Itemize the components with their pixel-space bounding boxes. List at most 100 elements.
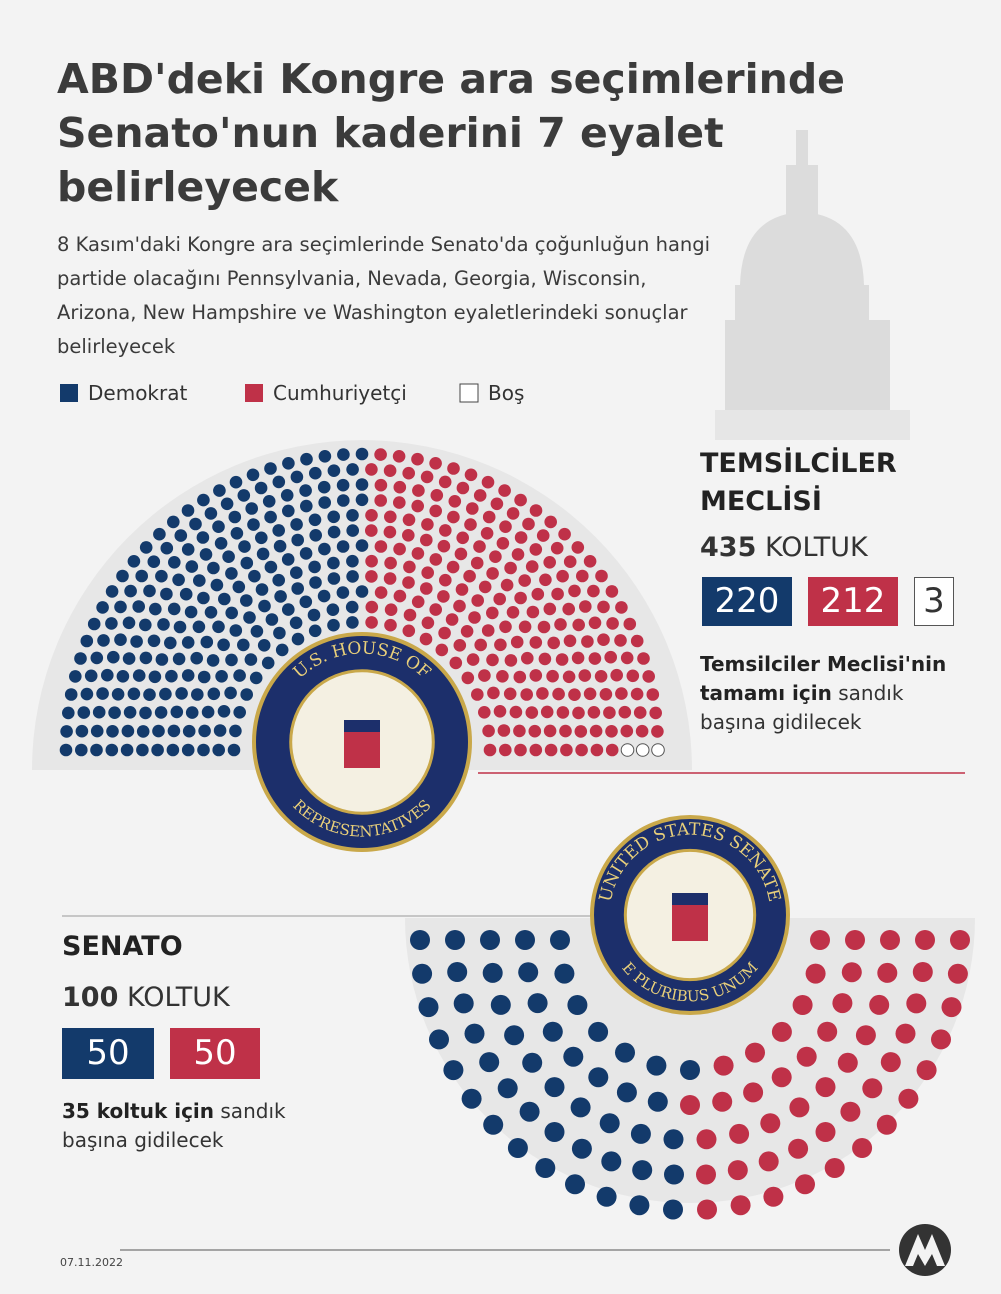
seat [587,706,601,719]
seat [497,724,511,737]
seat [207,561,220,575]
seat [264,560,278,574]
seat [514,743,527,757]
seat [309,576,322,589]
seat [122,652,136,665]
seat [291,632,305,646]
seat [121,724,135,738]
seat [225,567,238,580]
seat [160,541,174,555]
seat [521,651,534,665]
seat [597,633,610,646]
seat [346,570,359,583]
seat [192,620,206,634]
seat [623,617,637,631]
seat [308,624,322,638]
date: 07.11.2022 [60,1256,123,1269]
seat [552,687,565,701]
seat [336,478,350,492]
seat [191,688,204,701]
seat [139,541,153,554]
seat [528,724,542,738]
value-box: 212 [808,577,898,626]
seat [610,668,623,682]
seat [514,591,527,605]
seat [291,582,305,595]
seat [490,994,511,1015]
seat [327,556,340,570]
seat [197,591,210,605]
seat [62,706,75,720]
seat [90,724,104,738]
seat [840,1101,861,1122]
seat [243,611,256,624]
seat [574,725,588,738]
seat [837,1052,858,1073]
seat [365,509,378,522]
seat [535,1158,556,1178]
seat [97,634,110,647]
seat [489,550,502,563]
seat [165,669,178,683]
seat [630,687,644,701]
seat [520,688,533,701]
seat [588,616,602,630]
seat [443,1060,464,1081]
seat [114,600,127,614]
seat [229,724,242,738]
seat [539,573,552,587]
seat [876,1114,897,1135]
seat [181,543,195,556]
seat [712,1091,733,1112]
seat [559,724,572,738]
seat [257,639,271,652]
seat [250,625,264,638]
seat [300,499,313,513]
seat [337,494,350,507]
seat [504,654,518,667]
seat [815,1077,836,1098]
senate-total: 100 KOLTUK [62,982,230,1013]
seat [522,1052,543,1073]
seat [273,539,287,553]
seat [730,1195,751,1216]
seat [529,669,543,682]
seat [526,605,540,619]
seat [596,1186,617,1207]
seat [318,542,331,556]
seat [355,478,369,491]
seat [155,569,168,583]
seat [168,556,181,569]
seat [429,504,443,518]
seat [435,643,449,657]
seat [265,613,279,626]
seat [697,1199,717,1220]
senate-note: 35 koltuk için sandık başına gidilecek [62,1097,322,1155]
seat [393,542,406,556]
seat [60,725,73,738]
seat [114,633,127,646]
seat [272,475,286,489]
seat [480,527,494,540]
seat [244,653,258,666]
seat [496,537,510,550]
seat [493,592,507,606]
seat [105,617,118,630]
seat [601,1151,622,1172]
seat [496,670,509,683]
seat [346,616,359,629]
seat [547,636,560,650]
seat [646,688,660,701]
seat [437,590,450,603]
seat [262,495,276,508]
seat [499,743,512,757]
seat [483,1114,504,1135]
seat [575,743,588,757]
seat [572,706,585,720]
seat [486,606,499,620]
seat [196,531,210,544]
seat [647,1091,668,1112]
seat [393,480,407,494]
seat [365,463,378,476]
seat [760,1113,781,1134]
